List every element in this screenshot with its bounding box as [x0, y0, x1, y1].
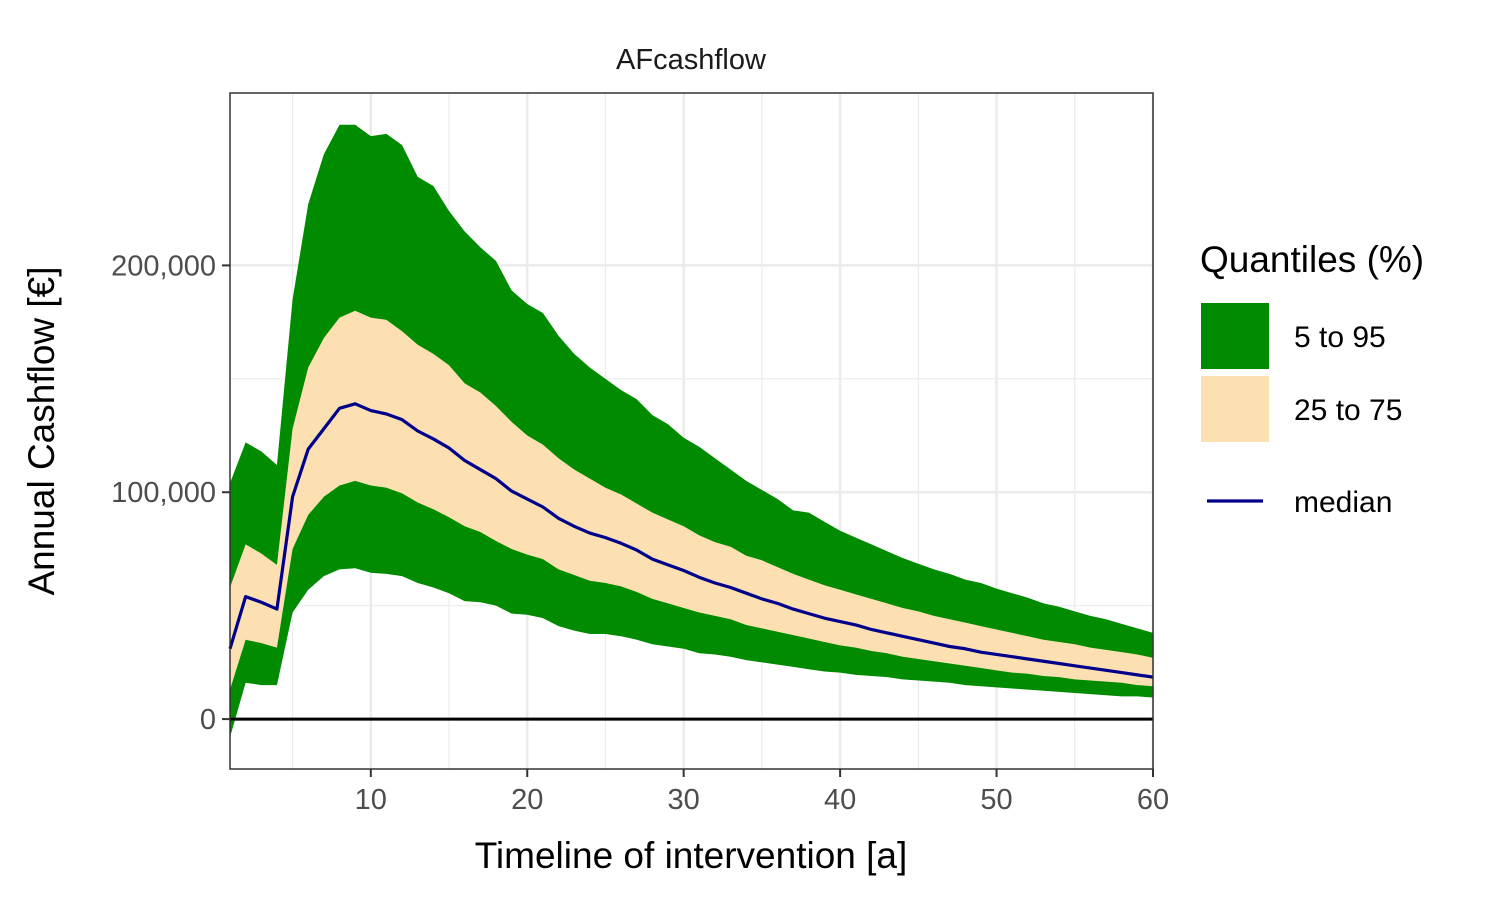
- chart-title: AFcashflow: [616, 44, 767, 76]
- legend-title: Quantiles (%): [1200, 239, 1424, 280]
- x-tick-label: 20: [511, 784, 543, 816]
- x-tick-label: 10: [355, 784, 387, 816]
- quantile-bands: [230, 124, 1153, 738]
- legend-label-25-to-75: 25 to 75: [1294, 394, 1402, 427]
- y-axis-label: Annual Cashflow [€]: [21, 266, 62, 595]
- band-25-to-75: [230, 310, 1153, 690]
- legend-label-5-to-95: 5 to 95: [1294, 321, 1386, 354]
- band-5-to-95: [230, 124, 1153, 738]
- y-axis: 0 100,000 200,000: [111, 250, 230, 736]
- plot-panel-border: [229, 92, 1154, 770]
- line-median: [228, 402, 1154, 679]
- x-tick-label: 40: [824, 784, 856, 816]
- x-axis-label: Timeline of intervention [a]: [475, 835, 908, 876]
- x-tick-label: 60: [1137, 784, 1169, 816]
- x-tick-label: 30: [668, 784, 700, 816]
- legend-label-median: median: [1294, 486, 1392, 519]
- legend-key-25-to-75: [1201, 376, 1269, 442]
- median-line-group: [228, 402, 1154, 679]
- legend-key-5-to-95: [1201, 303, 1269, 369]
- x-axis: 10 20 30 40 50 60: [355, 769, 1169, 816]
- y-tick-label: 200,000: [111, 250, 216, 282]
- y-tick-label: 100,000: [111, 477, 216, 509]
- legend: Quantiles (%) 5 to 95 25 to 75 median: [1200, 239, 1424, 519]
- legend-keys: 5 to 95 25 to 75 median: [1201, 303, 1402, 519]
- x-tick-label: 50: [980, 784, 1012, 816]
- y-tick-label: 0: [200, 704, 216, 736]
